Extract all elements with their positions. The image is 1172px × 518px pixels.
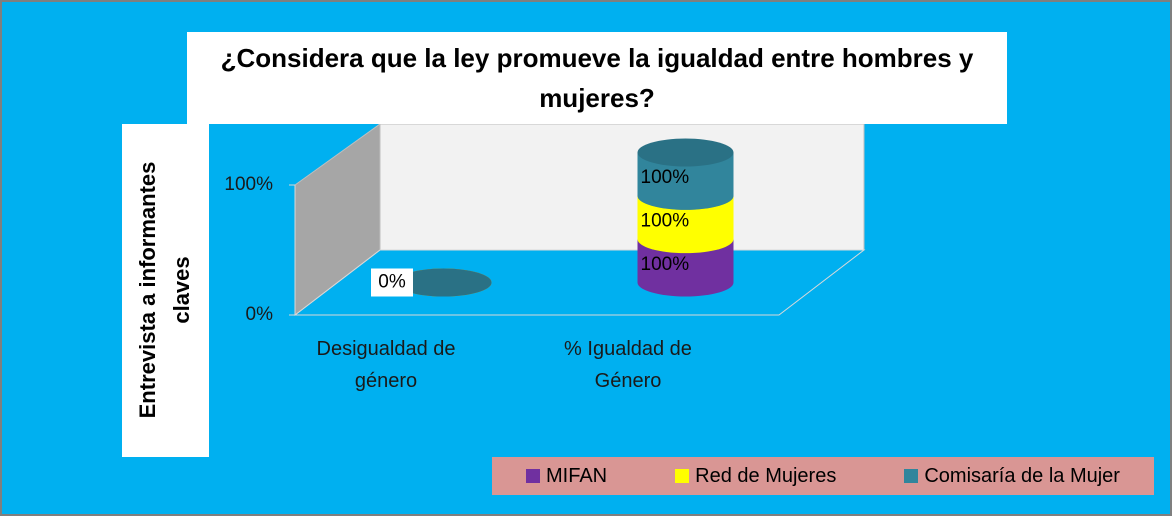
label-box xyxy=(371,268,413,297)
cylinder-top xyxy=(395,268,492,297)
y-tick-label: 0% xyxy=(246,304,274,325)
legend-swatch xyxy=(904,469,919,483)
data-label: 100% xyxy=(641,167,690,188)
cylinder-side xyxy=(637,195,734,254)
data-label: 100% xyxy=(641,211,690,232)
legend-label: Red de Mujeres xyxy=(695,464,837,487)
side-wall xyxy=(294,123,381,317)
legend-label: MIFAN xyxy=(546,464,608,487)
bar-segment xyxy=(395,268,492,297)
back-wall xyxy=(379,123,865,251)
y-axis-box: Entrevista a informantes claves xyxy=(122,124,209,457)
cylinder-top xyxy=(637,138,734,167)
data-label: 0% xyxy=(378,272,406,293)
legend-item: Comisaría de la Mujer xyxy=(904,465,1120,488)
legend-item: MIFAN xyxy=(526,465,607,488)
bar-segment xyxy=(637,138,734,210)
legend-swatch xyxy=(675,469,690,483)
y-tick-label: 100% xyxy=(224,174,273,195)
x-tick-label: % Igualdad de Género xyxy=(564,338,692,392)
cylinder-side xyxy=(637,152,734,210)
legend-swatch xyxy=(526,469,540,483)
chart-title: ¿Considera que la ley promueve la iguald… xyxy=(187,32,1007,124)
floor xyxy=(293,249,866,316)
data-label: 100% xyxy=(641,254,690,275)
legend: MIFAN Red de Mujeres Comisaría de la Mujer xyxy=(492,457,1154,495)
y-axis-label: Entrevista a informantes claves xyxy=(135,161,194,419)
cylinder-side xyxy=(637,239,734,297)
legend-label: Comisaría de la Mujer xyxy=(924,464,1120,487)
legend-item: Red de Mujeres xyxy=(675,465,836,488)
x-tick-label: Desigualdad de género xyxy=(316,338,456,392)
